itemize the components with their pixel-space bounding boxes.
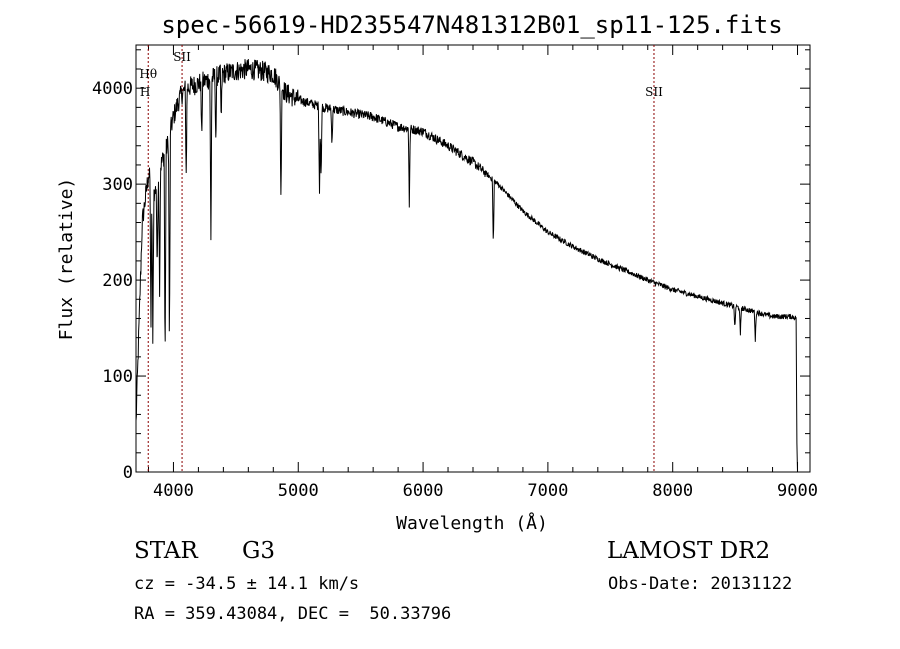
y-axis-ticks: 0 100 200 300 4000 (92, 49, 810, 483)
survey-name: LAMOST DR2 (607, 538, 771, 564)
y-tick-label: 4000 (92, 79, 133, 99)
x-tick-label: 8000 (652, 481, 693, 501)
y-tick-label: 0 (123, 463, 133, 483)
x-tick-label: 4000 (153, 481, 194, 501)
coordinates: RA = 359.43084, DEC = 50.33796 (134, 604, 452, 624)
line-marker-label: SII (645, 85, 663, 99)
x-tick-label: 6000 (403, 481, 444, 501)
spectrum-line (135, 58, 798, 473)
x-axis-label: Wavelength (Å) (396, 512, 548, 534)
x-tick-label: 9000 (777, 481, 818, 501)
line-marker-label: H (140, 85, 150, 99)
x-axis-ticks: 4000 5000 6000 7000 8000 9000 (147, 45, 818, 501)
y-tick-label: 200 (102, 271, 133, 291)
object-type: STAR (134, 538, 198, 564)
line-markers: Hθ H SII SII (139, 45, 663, 472)
obs-date: Obs-Date: 20131122 (608, 574, 793, 594)
plot-frame (135, 44, 811, 473)
redshift-cz: cz = -34.5 ± 14.1 km/s (134, 574, 360, 594)
x-tick-label: 7000 (527, 481, 568, 501)
line-marker-label: SII (173, 50, 191, 64)
line-marker-label: Hθ (139, 67, 157, 81)
y-axis-label: Flux (relative) (56, 178, 77, 341)
y-tick-label: 100 (102, 367, 133, 387)
chart-title: spec-56619-HD235547N481312B01_sp11-125.f… (161, 11, 782, 39)
y-tick-label: 300 (102, 175, 133, 195)
x-tick-label: 5000 (278, 481, 319, 501)
object-subclass: G3 (242, 538, 276, 564)
